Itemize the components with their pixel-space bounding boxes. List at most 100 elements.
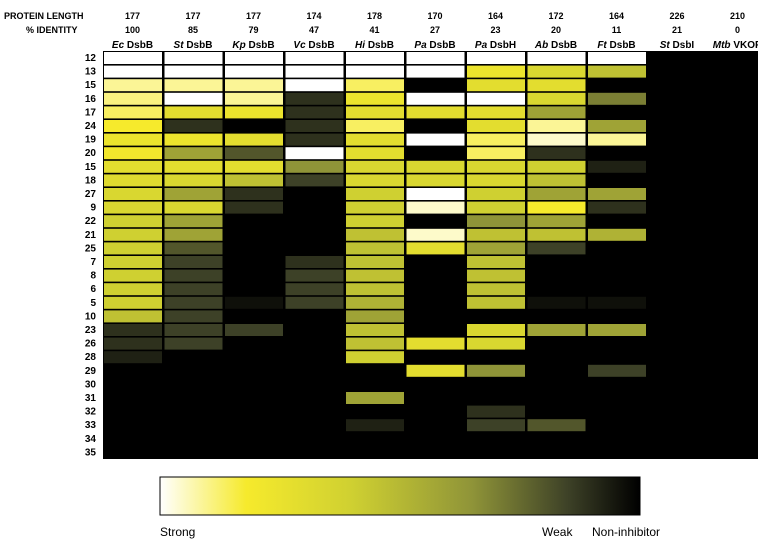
heatmap-cell — [285, 79, 344, 92]
heatmap-cell — [164, 310, 223, 323]
heatmap-cell — [527, 133, 586, 146]
heatmap-cell — [104, 269, 162, 282]
heatmap-cell — [285, 106, 344, 119]
heatmap-cell — [104, 147, 162, 160]
column-protein: DsbI — [670, 40, 695, 51]
identity-value: 27 — [430, 25, 440, 35]
row-label: 13 — [85, 67, 97, 78]
heatmap-cell — [588, 133, 646, 146]
protein-length-value: 172 — [548, 11, 563, 21]
row-label: 31 — [85, 393, 97, 404]
heatmap-cell — [346, 65, 404, 78]
column-protein: DsbB — [184, 40, 213, 51]
heatmap-cell — [346, 419, 404, 432]
heatmap-cell — [527, 92, 586, 105]
row-label: 15 — [85, 162, 97, 173]
protein-length-value: 170 — [427, 11, 442, 21]
heatmap-cell — [164, 228, 223, 241]
heatmap-cell — [346, 242, 404, 255]
heatmap-cell — [104, 174, 162, 187]
heatmap-cell — [104, 52, 162, 64]
row-label: 18 — [85, 175, 97, 186]
heatmap-cell — [104, 215, 162, 228]
protein-length-value: 226 — [669, 11, 684, 21]
heatmap-cell — [346, 120, 404, 132]
heatmap-cell — [467, 92, 525, 105]
heatmap-cell — [104, 310, 162, 323]
row-label: 34 — [85, 434, 97, 445]
heatmap-cell — [588, 160, 646, 173]
legend-strong-label: Strong — [160, 525, 195, 539]
heatmap-cell — [346, 201, 404, 214]
heatmap-cell — [467, 256, 525, 268]
heatmap-cell — [164, 79, 223, 92]
heatmap-cell — [285, 65, 344, 78]
heatmap-cell — [164, 188, 223, 200]
heatmap-cell — [164, 215, 223, 228]
row-label: 5 — [90, 298, 96, 309]
column-protein: VKOR — [731, 40, 758, 51]
heatmap-cell — [104, 351, 162, 364]
column-label: St DsbB — [174, 40, 213, 51]
heatmap-cell — [346, 392, 404, 404]
heatmap-cell — [164, 242, 223, 255]
heatmap-cell — [588, 120, 646, 132]
column-label: Pa DsbH — [475, 40, 516, 51]
heatmap-cell — [346, 147, 404, 160]
identity-value: 41 — [369, 25, 379, 35]
heatmap-cell — [164, 133, 223, 146]
protein-length-value: 177 — [246, 11, 261, 21]
heatmap-cell — [104, 324, 162, 336]
heatmap-cell — [406, 174, 465, 187]
identity-value: 47 — [309, 25, 319, 35]
heatmap-cell — [104, 188, 162, 200]
heatmap-cell — [285, 52, 344, 64]
row-label: 9 — [90, 203, 96, 214]
heatmap-cell — [406, 364, 465, 377]
heatmap-cell — [164, 52, 223, 64]
heatmap-cell — [346, 324, 404, 336]
heatmap-cell — [467, 364, 525, 377]
column-species: Hi — [355, 40, 365, 51]
heatmap-cell — [527, 296, 586, 309]
column-label: Kp DsbB — [232, 40, 274, 51]
row-label: 19 — [85, 135, 97, 146]
column-species: Ec — [112, 40, 125, 51]
heatmap-cell — [164, 65, 223, 78]
heatmap-cell — [527, 160, 586, 173]
heatmap-cell — [588, 201, 646, 214]
heatmap-cell — [527, 52, 586, 64]
heatmap-cell — [406, 337, 465, 350]
heatmap-cell — [527, 174, 586, 187]
heatmap-cell — [527, 188, 586, 200]
heatmap-cell — [104, 201, 162, 214]
heatmap-cell — [346, 310, 404, 323]
heatmap-cell — [527, 79, 586, 92]
heatmap-cell — [467, 296, 525, 309]
identity-value: 11 — [612, 25, 622, 35]
heatmap-cell — [588, 364, 646, 377]
row-label: 32 — [85, 407, 97, 418]
column-protein: DsbB — [427, 40, 456, 51]
heatmap-cell — [164, 160, 223, 173]
row-label: 20 — [85, 148, 97, 159]
heatmap-cell — [346, 79, 404, 92]
heatmap-cell — [104, 256, 162, 268]
heatmap-cell — [225, 160, 283, 173]
heatmap-cell — [346, 228, 404, 241]
row-label: 8 — [90, 271, 96, 282]
column-species: Ab — [534, 40, 548, 51]
column-label: Ft DsbB — [597, 40, 635, 51]
protein-length-value: 174 — [306, 11, 321, 21]
identity-header: % IDENTITY — [26, 25, 78, 35]
heatmap-cell — [467, 215, 525, 228]
row-label: 17 — [85, 107, 97, 118]
row-label: 25 — [85, 243, 97, 254]
heatmap-cell — [406, 160, 465, 173]
heatmap-cell — [285, 283, 344, 296]
heatmap-cell — [406, 133, 465, 146]
identity-value: 0 — [735, 25, 740, 35]
identity-value: 20 — [551, 25, 561, 35]
heatmap-cell — [588, 92, 646, 105]
heatmap-cell — [588, 324, 646, 336]
